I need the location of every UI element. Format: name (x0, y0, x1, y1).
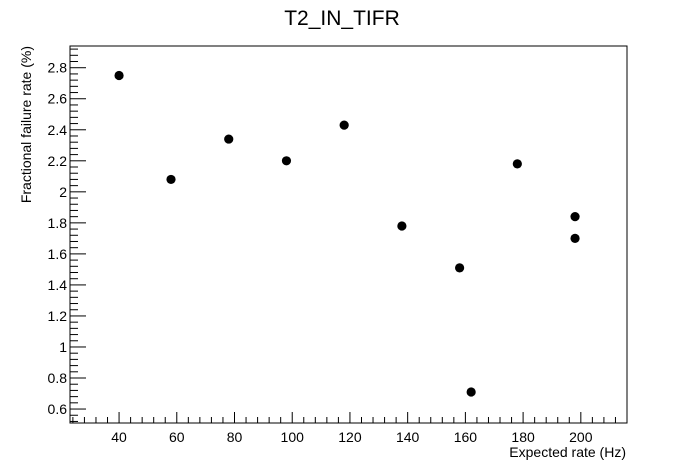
data-point (114, 70, 124, 81)
x-tick-label: 60 (169, 429, 185, 445)
data-point (397, 221, 407, 231)
y-tick-label: 2.2 (48, 153, 68, 169)
data-point (512, 159, 522, 169)
x-axis (72, 412, 628, 423)
y-tick-label: 2 (59, 184, 67, 200)
data-point (166, 174, 176, 185)
plot-frame (69, 45, 628, 424)
x-tick-label: 120 (338, 429, 362, 445)
x-tick-label: 180 (511, 429, 535, 445)
data-point (570, 212, 580, 222)
y-tick-label: 1.6 (48, 246, 68, 262)
data-point (466, 387, 476, 397)
data-point (570, 233, 580, 243)
x-tick-label: 200 (569, 429, 593, 445)
x-tick-label: 140 (396, 429, 420, 445)
y-tick-label: 2.8 (48, 60, 68, 76)
y-tick-label: 0.6 (48, 401, 68, 417)
x-tick-label: 40 (111, 429, 127, 445)
chart-title: T2_IN_TIFR (284, 7, 400, 30)
y-axis-label: Fractional failure rate (%) (18, 46, 34, 203)
data-point (281, 156, 292, 166)
data-points (114, 70, 580, 397)
x-tick-labels: 40 60 80 100 120 140 160 180 200 (111, 429, 592, 445)
y-tick-labels: 0.6 0.8 1 1.2 1.4 1.6 1.8 2 2.2 2.4 2.6 2.8 (48, 60, 68, 417)
data-point (224, 134, 234, 144)
x-tick-label: 160 (454, 429, 478, 445)
y-tick-label: 1.8 (48, 215, 68, 231)
x-axis-label: Expected rate (Hz) (509, 444, 626, 460)
y-tick-label: 2.6 (48, 91, 68, 107)
y-tick-label: 1 (59, 339, 67, 355)
y-axis (70, 48, 86, 422)
y-tick-label: 1.4 (48, 277, 68, 293)
x-tick-label: 100 (281, 429, 305, 445)
x-tick-label: 80 (227, 429, 243, 445)
y-tick-label: 1.2 (48, 308, 68, 324)
y-tick-label: 0.8 (48, 370, 68, 386)
y-tick-label: 2.4 (48, 122, 68, 138)
data-point (455, 263, 465, 273)
data-point (339, 120, 349, 130)
